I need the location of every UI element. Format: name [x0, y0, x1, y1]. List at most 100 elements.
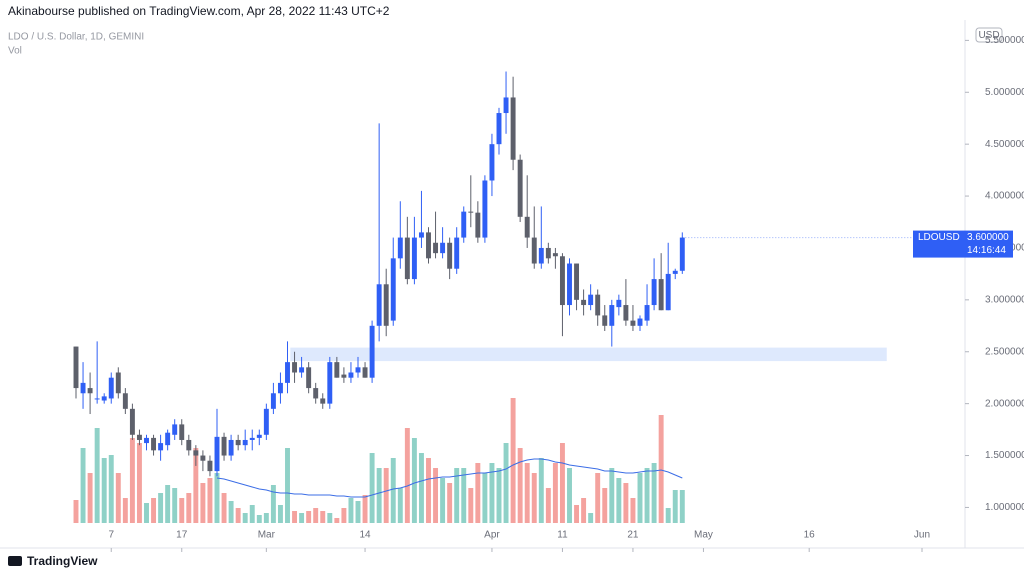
candle-body [644, 305, 650, 321]
volume-bar [285, 448, 290, 523]
volume-bar [186, 493, 192, 523]
candle-body [80, 382, 86, 394]
x-tick-label: Jun [914, 530, 930, 541]
currency-badge[interactable] [975, 27, 1003, 43]
x-tick-label: Apr [484, 530, 500, 541]
volume-legend: Vol [8, 46, 22, 57]
volume-bar [87, 473, 93, 523]
volume-bar [454, 468, 460, 523]
published-line: Akinabourse published on TradingView.com… [8, 4, 390, 18]
y-tick-label: 4.000000 [985, 191, 1024, 202]
candle-body [313, 388, 319, 399]
volume-bar [496, 468, 502, 523]
candle-body [468, 211, 474, 213]
candle-body [411, 237, 417, 280]
candle-body [249, 437, 255, 440]
candle-body [129, 408, 135, 435]
candle-body [172, 424, 178, 435]
volume-bar [588, 513, 594, 523]
volume-bar [559, 443, 565, 523]
candle-body [489, 144, 495, 181]
candle-body [588, 294, 594, 306]
candle-body [595, 294, 601, 316]
volume-bar [256, 515, 262, 523]
candle-body [263, 408, 269, 435]
volume-bar [433, 468, 439, 523]
volume-bar [193, 448, 199, 523]
volume-bar [179, 498, 185, 523]
y-tick-label: 1.000000 [985, 502, 1024, 513]
tradingview-logo [8, 556, 22, 566]
volume-bar [651, 463, 657, 523]
volume-bar [468, 488, 474, 523]
volume-bar [94, 428, 100, 523]
candle-body [482, 180, 488, 238]
candle-body [299, 367, 305, 373]
candle-body [651, 279, 657, 306]
candle-body [369, 325, 375, 378]
candle-body [383, 284, 389, 326]
candle-body [158, 443, 164, 451]
candle-body [285, 362, 290, 383]
volume-bar [475, 463, 481, 523]
volume-bar [630, 498, 636, 523]
candle-body [235, 439, 241, 446]
y-tick-label: 5.500000 [985, 35, 1024, 46]
candle-body [397, 237, 403, 259]
volume-bar [524, 463, 530, 523]
candle-body [122, 393, 128, 409]
last-price-symbol: LDOUSD [918, 232, 960, 243]
candle-body [461, 211, 467, 238]
volume-bar [115, 473, 121, 523]
volume-bar [426, 458, 431, 523]
volume-bar [482, 473, 488, 523]
volume-bar [665, 508, 671, 523]
candle-body [341, 374, 347, 378]
candle-body [108, 377, 114, 399]
candle-body [503, 97, 509, 114]
candle-body [581, 299, 587, 306]
volume-bar [383, 468, 389, 523]
candle-body [447, 242, 453, 269]
volume-bar [73, 500, 79, 523]
candle-body [94, 398, 100, 400]
x-tick-label: 7 [108, 530, 114, 541]
volume-bar [277, 505, 283, 523]
candle-body [221, 436, 227, 456]
volume-bar [129, 438, 135, 523]
candle-body [270, 393, 276, 409]
volume-bar [672, 490, 678, 523]
volume-bar [418, 453, 424, 523]
volume-bar [144, 503, 149, 523]
candle-body [630, 320, 636, 326]
volume-bar [207, 478, 213, 523]
candle-body [200, 455, 206, 461]
volume-bar [362, 495, 368, 523]
candle-body [355, 367, 361, 373]
x-tick-label: 17 [176, 530, 188, 541]
volume-bar [637, 473, 643, 523]
volume-bar [461, 468, 467, 523]
candle-body [144, 437, 149, 444]
volume-bar [503, 443, 509, 523]
volume-bar [440, 478, 446, 523]
volume-bar [489, 463, 495, 523]
candle-body [510, 97, 516, 160]
candle-body [616, 299, 622, 308]
candle-body [214, 436, 220, 472]
volume-bar [447, 483, 453, 523]
candle-body [334, 362, 340, 378]
candle-body [292, 362, 298, 373]
volume-bar [595, 473, 601, 523]
volume-bar [320, 511, 326, 523]
volume-bar [602, 488, 608, 523]
volume-bar [249, 505, 255, 523]
volume-bar [158, 493, 164, 523]
volume-bar [390, 458, 396, 523]
candle-body [242, 439, 248, 446]
volume-bar [341, 508, 347, 523]
symbol-legend: LDO / U.S. Dollar, 1D, GEMINI [8, 32, 144, 43]
volume-bar [228, 501, 234, 523]
candle-body [574, 263, 580, 300]
y-tick-label: 3.000000 [985, 294, 1024, 305]
